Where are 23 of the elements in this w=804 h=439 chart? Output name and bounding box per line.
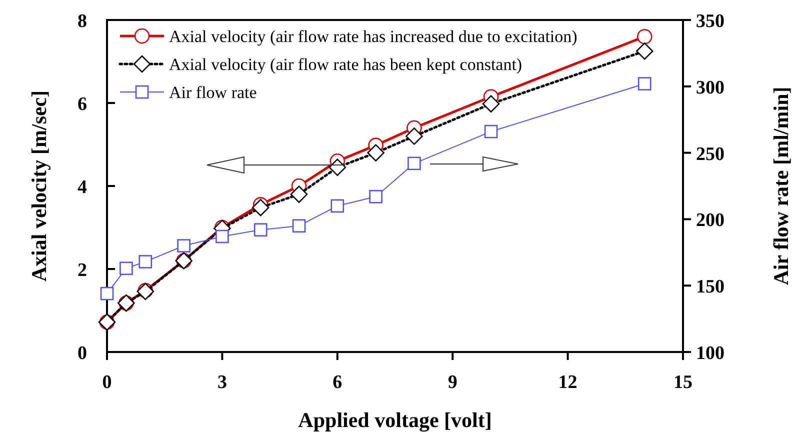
y2-tick-label: 100: [696, 343, 724, 364]
legend-label: Axial velocity (air flow rate has been kept constant): [169, 55, 522, 74]
y2-tick-label: 150: [696, 276, 724, 298]
x-axis-title: Applied voltage [volt]: [298, 408, 492, 432]
x-tick-label: 0: [102, 372, 112, 393]
x-tick-label: 9: [448, 372, 458, 393]
x-tick-label: 3: [217, 372, 227, 393]
y-tick-label: 6: [78, 94, 87, 115]
y2-axis-title: Air flow rate [ml/min]: [769, 86, 793, 286]
legend-label: Air flow rate: [169, 83, 257, 102]
y2-tick-label: 300: [696, 77, 724, 98]
y2-tick-label: 250: [696, 144, 724, 165]
y2-tick-label: 350: [696, 11, 724, 32]
y-tick-label: 2: [78, 260, 87, 281]
x-tick-label: 12: [558, 372, 578, 393]
x-tick-label: 15: [674, 372, 692, 393]
y-axis-title: Axial velocity [m/sec]: [27, 90, 51, 282]
y-tick-label: 8: [78, 11, 87, 32]
legend-label: Axial velocity (air flow rate has increased due to excitation): [169, 27, 578, 46]
y-tick-label: 4: [78, 177, 88, 198]
x-tick-label: 6: [332, 372, 342, 393]
y-tick-label: 0: [78, 343, 87, 364]
y2-tick-label: 200: [696, 210, 724, 232]
